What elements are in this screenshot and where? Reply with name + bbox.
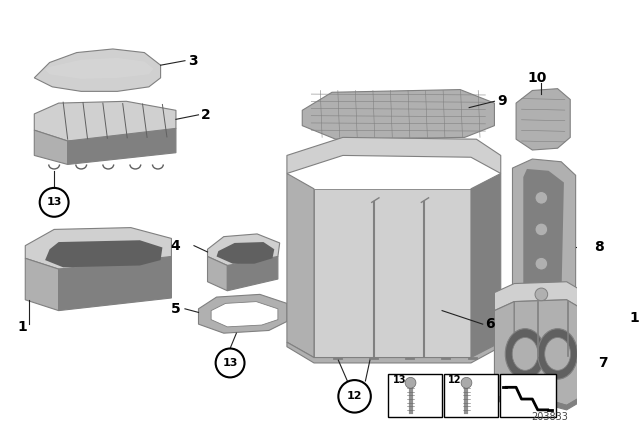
Polygon shape xyxy=(198,294,287,333)
Polygon shape xyxy=(287,173,314,358)
Polygon shape xyxy=(216,242,275,264)
Circle shape xyxy=(583,312,612,341)
Bar xyxy=(388,374,442,417)
Circle shape xyxy=(405,377,416,388)
Text: 2: 2 xyxy=(201,108,211,122)
Text: 203833: 203833 xyxy=(532,412,568,422)
Polygon shape xyxy=(471,173,500,358)
Polygon shape xyxy=(211,302,278,327)
Ellipse shape xyxy=(512,337,538,370)
Text: 13: 13 xyxy=(47,198,62,207)
Circle shape xyxy=(535,191,548,204)
Polygon shape xyxy=(68,129,176,164)
Polygon shape xyxy=(513,159,575,324)
Polygon shape xyxy=(227,257,278,291)
Text: 7: 7 xyxy=(598,356,608,370)
Circle shape xyxy=(461,377,472,388)
Bar xyxy=(444,374,498,417)
Polygon shape xyxy=(524,169,564,310)
Polygon shape xyxy=(287,138,500,173)
Polygon shape xyxy=(45,58,154,79)
Circle shape xyxy=(339,380,371,413)
Polygon shape xyxy=(515,300,582,405)
Polygon shape xyxy=(314,189,471,358)
Text: 5: 5 xyxy=(171,302,180,316)
Ellipse shape xyxy=(545,337,570,370)
Ellipse shape xyxy=(538,329,577,379)
Text: 10: 10 xyxy=(528,71,547,85)
Polygon shape xyxy=(287,342,500,363)
Polygon shape xyxy=(207,234,280,266)
Circle shape xyxy=(535,223,548,236)
Polygon shape xyxy=(25,258,59,310)
Polygon shape xyxy=(59,257,172,310)
Circle shape xyxy=(216,349,244,377)
Polygon shape xyxy=(495,302,515,399)
Text: 13: 13 xyxy=(392,375,406,385)
Text: 6: 6 xyxy=(485,317,495,331)
Circle shape xyxy=(535,258,548,270)
Polygon shape xyxy=(35,49,161,91)
Polygon shape xyxy=(495,282,582,310)
Text: 12: 12 xyxy=(347,392,362,401)
Text: 11: 11 xyxy=(630,311,640,325)
Text: 1: 1 xyxy=(18,320,28,334)
Text: 3: 3 xyxy=(188,54,197,68)
Polygon shape xyxy=(302,90,495,139)
Circle shape xyxy=(40,188,68,217)
Polygon shape xyxy=(25,228,172,269)
Ellipse shape xyxy=(505,329,545,379)
Text: 13: 13 xyxy=(222,358,238,368)
Text: 8: 8 xyxy=(594,241,604,254)
Polygon shape xyxy=(35,101,176,141)
Circle shape xyxy=(535,288,548,301)
Text: 9: 9 xyxy=(497,94,507,108)
Polygon shape xyxy=(495,390,582,410)
Bar xyxy=(500,374,556,417)
Text: 12: 12 xyxy=(449,375,462,385)
Text: 4: 4 xyxy=(171,239,180,253)
Polygon shape xyxy=(45,240,163,267)
Polygon shape xyxy=(516,89,570,150)
Polygon shape xyxy=(35,130,68,164)
Polygon shape xyxy=(207,257,227,291)
